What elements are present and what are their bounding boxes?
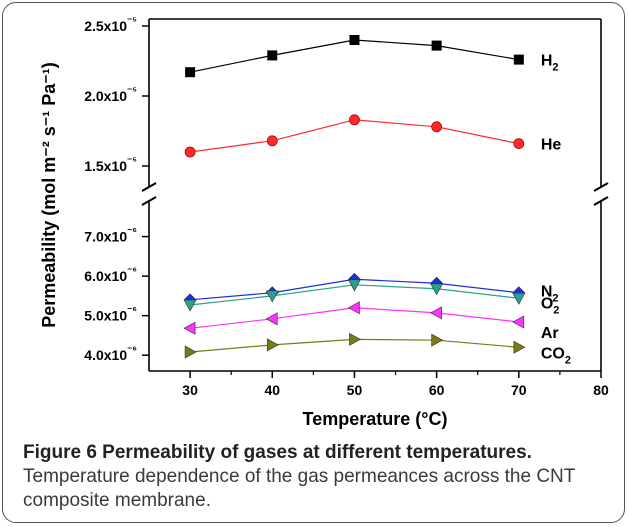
series-3-point [183,299,197,312]
x-tick-label: 40 [264,382,280,398]
series-0-point [513,54,524,65]
series-4-point [430,306,442,320]
axis-break-mark-right-2 [593,196,609,206]
y-upper-tick-label: 1.5x10⁻⁵ [84,156,137,174]
x-tick-label: 80 [593,382,609,398]
series-5-point [266,338,279,352]
caption-title: Figure 6 Permeability of gases at differ… [23,442,532,463]
series-1-label: He [541,137,562,154]
y-upper-tick-label: 2.5x10⁻⁵ [84,16,137,34]
series-3-label: O2 [541,295,560,316]
x-tick-label: 70 [511,382,527,398]
series-1-point [349,114,360,126]
y-lower-tick-label: 4.0x10⁻⁶ [84,345,137,363]
series-0-label: H2 [541,53,559,74]
series-1-point [266,135,278,147]
axis-break-mark-left-1 [141,182,157,192]
permeability-chart: 30 40 50 60 70 80 1.5x10⁻⁵ 2.0x10⁻⁵ 2.5x10⁻⁵ 4.0x… [39,16,609,429]
axis-break-mark-right-1 [593,182,609,192]
series-5-point [431,333,444,347]
series-1-point [431,121,443,133]
series-2-label: N2 [541,284,559,305]
series-5-point [349,332,362,346]
series-0-point [267,50,278,61]
y-upper-tick-label: 2.0x10⁻⁵ [84,86,137,104]
x-tick-label: 30 [182,382,198,398]
series-4-label: Ar [541,325,559,342]
y-lower-tick-label: 7.0x10⁻⁶ [84,227,137,245]
series-5-point [184,345,197,359]
x-tick-label: 50 [347,382,363,398]
series-3-point [347,279,361,292]
figure-frame: 30 40 50 60 70 80 1.5x10⁻⁵ 2.0x10⁻⁵ 2.5x10⁻⁵ 4.0x… [2,2,625,523]
series-4-point [265,312,278,326]
y-lower-tick-label: 5.0x10⁻⁶ [84,306,137,324]
series-3-point [265,290,279,303]
series-4-point [347,301,360,315]
series-0-point [349,35,360,45]
x-axis-title: Temperature (°C) [303,409,448,429]
figure-caption: Figure 6 Permeability of gases at differ… [23,441,613,513]
series-1-point [513,138,525,150]
series-0-point [185,67,196,78]
series-3-point [512,292,526,305]
axis-break-mark-left-2 [141,196,157,206]
series-5-point [513,340,526,354]
series-1-point [184,146,196,158]
series-4-point [183,321,196,335]
x-tick-label: 60 [429,382,445,398]
y-lower-tick-label: 6.0x10⁻⁶ [84,266,137,284]
y-axis-title: Permeability (mol m⁻² s⁻¹ Pa⁻¹) [39,62,59,328]
series-0-point [431,40,442,51]
caption-text: Temperature dependence of the gas permea… [23,466,576,511]
series-5-label: CO2 [541,345,571,366]
series-3-point [430,283,444,296]
series-4-point [512,315,525,329]
